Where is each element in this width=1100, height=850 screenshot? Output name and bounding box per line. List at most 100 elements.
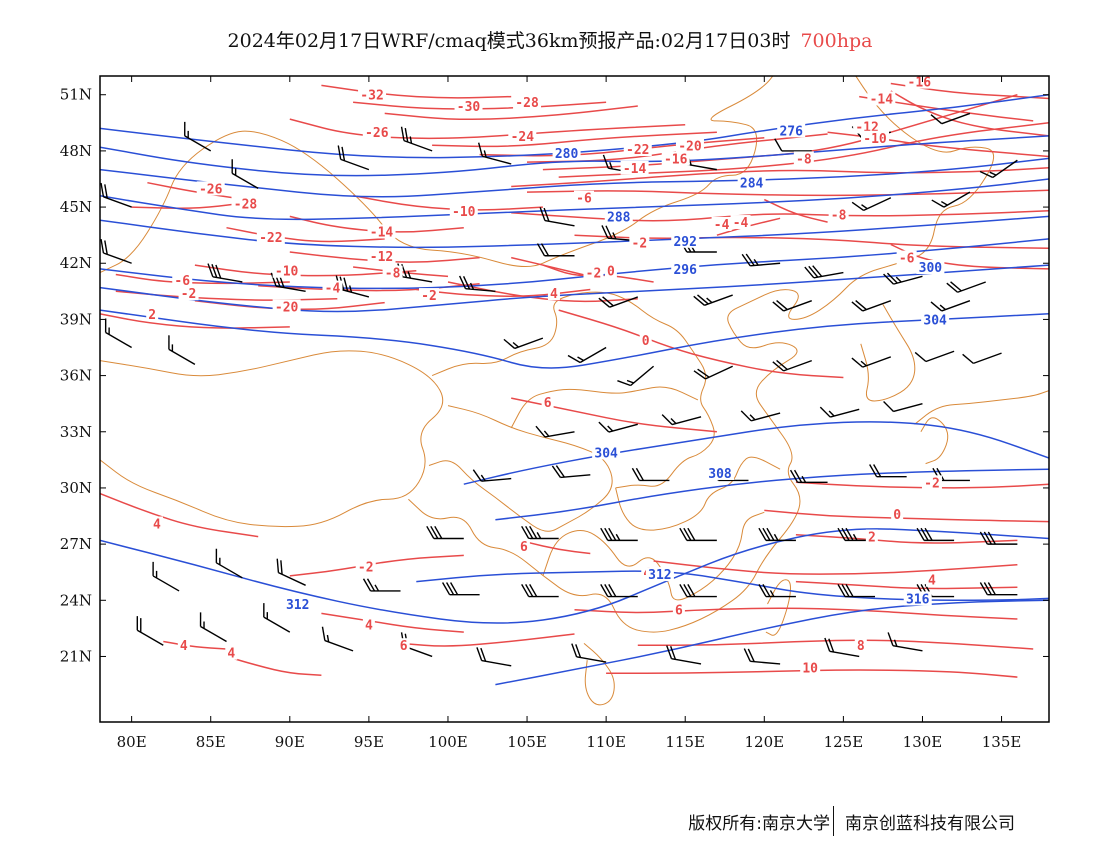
temperature-contour [384,105,638,121]
temperature-contour [163,640,227,650]
y-tick-label: 30N [60,479,92,497]
wind-barb [946,281,986,293]
contour-label-bg [711,216,732,231]
y-tick-label: 21N [60,647,92,665]
boundary-line [510,386,699,429]
contour-label: -4 [325,282,341,297]
contour-label-bg [592,445,621,460]
contour-label-bg [672,602,685,617]
contour-labels: -32-30 -28-26 -24-22 -20-16-14-12-10-8-6-4-… [146,76,950,677]
temperature-contour [321,612,464,633]
contour-label-bg [418,288,439,303]
contour-label-bg [150,516,163,531]
contour-label-bg [272,299,301,314]
contour-label: 4 [365,619,373,634]
temperature-contour [795,580,1018,590]
boundary-line [431,291,715,489]
contour-label: -2 [358,561,374,576]
boundary-line [428,405,613,532]
wind-barb [819,406,860,418]
contour-label-bg [921,475,942,490]
temperature-contour [511,256,591,278]
contour-label: -2 [586,267,602,282]
temperature-contour [764,509,1049,523]
wind-barb [551,465,591,479]
temperature-contour [447,281,638,303]
wind-barb [536,243,575,257]
contour-label-bg [513,95,542,110]
contour-label-bg [620,160,649,175]
wind-barb [617,365,655,387]
x-tick-label: 80E [117,733,147,751]
contour-label-bg [367,224,396,239]
temperature-contour [558,122,1049,178]
wind-barb [979,582,1018,596]
wind-barb [521,525,559,540]
contour-label-bg [861,130,890,145]
contour-label: -2 [924,476,940,491]
contour-label: 2 [148,308,156,323]
company-name: 南京创蓝科技有限公司 [845,814,1015,834]
temperature-contour [100,313,290,329]
contour-label: -6 [899,252,915,267]
contour-label-bg [367,248,396,263]
temperature-contour [100,492,259,538]
contour-label: -6 [174,274,190,289]
contour-label-bg [583,265,604,280]
temperature-contour [763,198,828,223]
wind-barb [184,121,212,152]
contour-label: 312 [648,568,671,583]
contour-label: 6 [544,396,552,411]
wind-barb [743,648,781,665]
wind-barb [276,558,306,586]
temperature-contour [289,554,464,577]
contour-label: -24 [511,130,535,145]
x-tick-label: 85E [196,733,226,751]
contour-label-bg [896,250,917,265]
contour-label-bg [256,230,285,245]
contour-label-bg [517,538,530,553]
boundary-line [615,456,781,531]
map-axes: 80E 85E 90E 95E 100E 105E 110E 115E 120E 125E 130E… [60,76,1049,751]
contour-label-bg [800,660,821,675]
wind-barb [837,584,876,598]
contour-label: 284 [740,177,764,192]
wind-barb [666,645,702,665]
height-contour [463,421,1049,485]
contour-label-bg [146,306,159,321]
contour-label-bg [730,215,751,230]
wind-barb [472,469,512,482]
height-contour [100,528,1049,624]
wind-barb [600,584,638,598]
wind-barb [458,275,496,293]
height-contour [100,264,1049,313]
wind-barb [869,464,907,478]
x-tick-label: 95E [354,733,384,751]
wind-barb [851,300,892,312]
contour-label: -32 [360,89,383,104]
contour-label-bg [362,617,375,632]
wind-barb [104,318,132,349]
contour-label-bg [639,333,652,348]
temperature-contour [653,560,1018,575]
wind-barb [772,359,812,372]
y-tick-label: 45N [60,198,92,216]
contour-label: -10 [863,132,887,147]
temperature-contour [352,195,543,211]
x-tick-label: 130E [903,733,943,751]
contour-label: 0 [607,265,615,280]
boundary-line [920,417,949,465]
contour-label-bg [382,265,403,280]
contour-label: 304 [594,446,618,461]
map-title: 2024年02月17日WRF/cmaq模式36km预报产品:02月17日03时 7… [0,26,1100,53]
contour-label: -14 [370,225,394,240]
temperature-contour [511,397,717,433]
contour-label-bg [508,128,537,143]
wind-barb [100,182,132,208]
temperature-contour [131,202,243,209]
wind-barb [887,632,923,652]
contour-label-bg [322,280,343,295]
contour-label-bg [225,645,238,660]
x-tick-label: 125E [824,733,864,751]
